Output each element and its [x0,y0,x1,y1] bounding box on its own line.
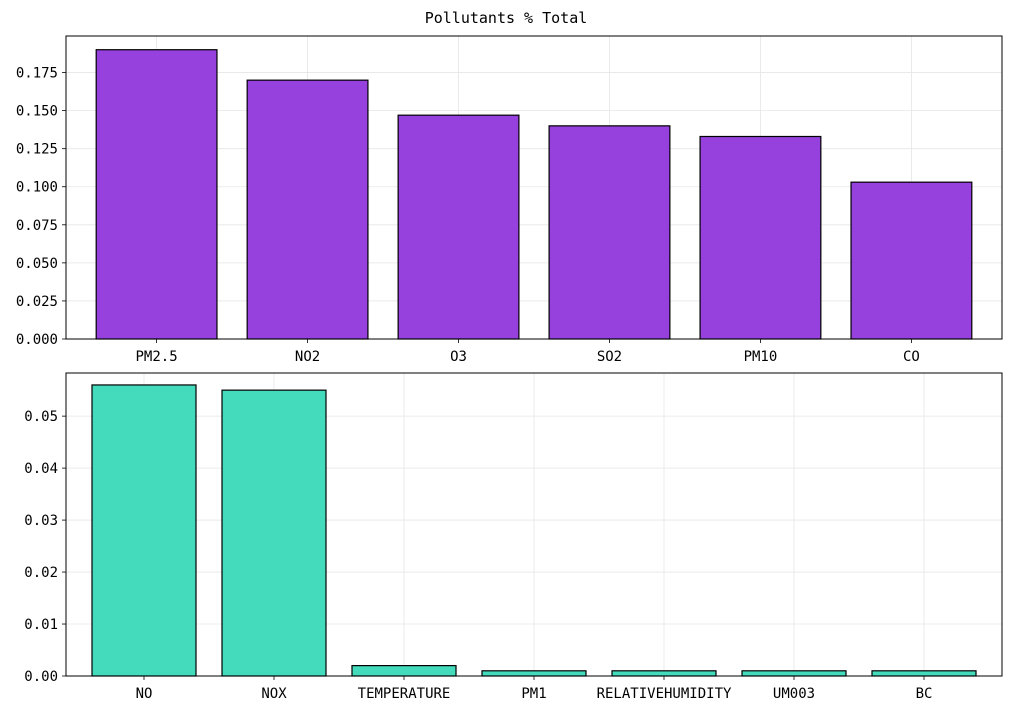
bar-chart-panel-1: 0.000 0.025 0.050 0.075 0.100 0.125 0.150 0.175… [16,35,1003,365]
x-tick-label: PM2.5 [136,349,178,365]
y-tick-label: 0.050 [16,256,58,272]
bar-pm2-5 [95,49,218,340]
y-tick-label: 0.05 [24,409,58,425]
chart-title: Pollutants % Total [425,9,588,27]
bar-nox [221,389,327,677]
bar-pm1 [481,670,587,677]
y-tick-label: 0.000 [16,332,58,348]
bar-bc [871,670,977,677]
bar-o3 [397,114,520,340]
x-tick-label: SO2 [597,349,622,365]
y-tick-label: 0.02 [24,565,58,581]
y-tick-label: 0.00 [24,669,58,685]
y-tick-label: 0.01 [24,617,58,633]
bar-relativehumidity [611,670,717,677]
x-tick-label: O3 [450,349,467,365]
bar-chart-panel-2: 0.00 0.01 0.02 0.03 0.04 0.05 NO NOX TEMPERATURE… [24,372,1003,702]
y-tick-label: 0.125 [16,142,58,158]
y-tick-label: 0.04 [24,461,58,477]
x-tick-label: TEMPERATURE [358,686,451,702]
bar-co [850,181,973,340]
y-tick-label: 0.075 [16,218,58,234]
x-tick-label: PM10 [744,349,778,365]
x-tick-label: NOX [261,686,287,702]
x-tick-label: NO [136,686,153,702]
x-tick-label: UM003 [773,686,815,702]
bar-no [91,384,197,677]
x-tick-label: BC [916,686,933,702]
bar-pm10 [699,135,822,340]
x-tick-label: PM1 [521,686,546,702]
bar-so2 [548,125,671,340]
y-tick-label: 0.025 [16,294,58,310]
y-tick-label: 0.175 [16,66,58,82]
y-tick-label: 0.03 [24,513,58,529]
bar-no2 [246,79,369,340]
bar-um003 [741,670,847,677]
bar-temperature [351,665,457,677]
y-tick-label: 0.150 [16,104,58,120]
x-tick-label: RELATIVEHUMIDITY [597,686,732,702]
x-tick-label: CO [903,349,920,365]
y-tick-label: 0.100 [16,180,58,196]
x-tick-label: NO2 [295,349,320,365]
plot-frame [65,35,1003,340]
